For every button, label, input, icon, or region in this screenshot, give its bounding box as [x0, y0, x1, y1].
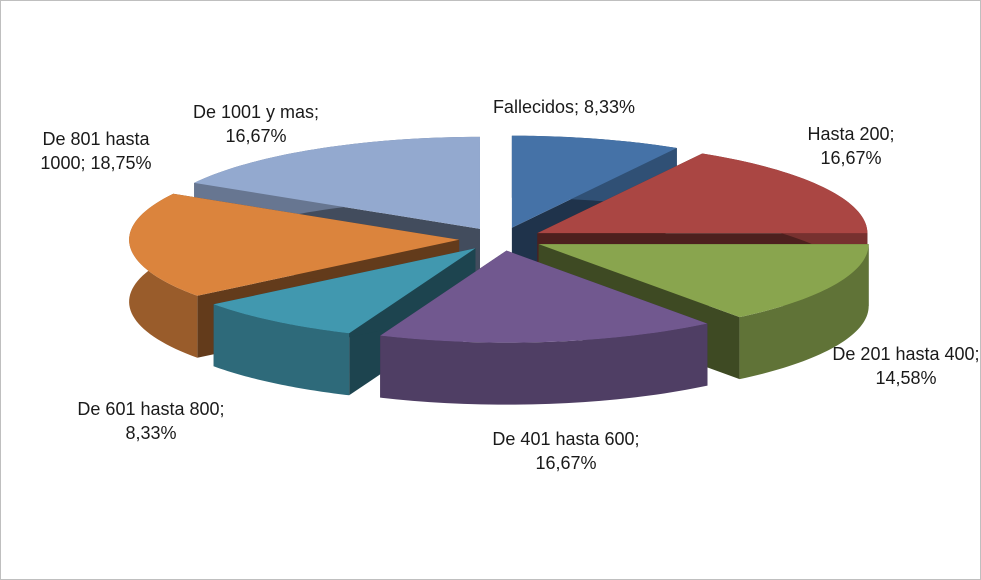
slice-top	[129, 193, 460, 296]
data-label: De 201 hasta 400; 14,58%	[831, 342, 981, 390]
label-category: Fallecidos	[492, 97, 574, 117]
slice	[380, 250, 708, 405]
slice	[538, 244, 869, 380]
slice-top	[380, 250, 708, 343]
data-label: De 801 hasta 1000; 18,75%	[21, 127, 171, 175]
label-category: De 401 hasta 600	[492, 429, 635, 449]
slice-wall	[380, 323, 708, 405]
label-separator: ;	[314, 102, 320, 122]
data-label: De 401 hasta 600; 16,67%	[491, 427, 641, 475]
label-value: 8,33%	[584, 97, 636, 117]
label-separator: ;	[80, 153, 86, 173]
slice-top	[537, 153, 868, 234]
data-label: De 1001 y mas; 16,67%	[181, 100, 331, 148]
slice-top	[213, 248, 476, 334]
label-value: 8,33%	[125, 423, 177, 443]
slice-wall	[739, 244, 869, 380]
slice-wall	[213, 304, 350, 396]
label-separator: ;	[634, 429, 640, 449]
data-label: De 601 hasta 800; 8,33%	[76, 397, 226, 445]
label-separator: ;	[889, 124, 895, 144]
label-category: De 601 hasta 800	[77, 399, 220, 419]
label-category: De 801 hasta 1000	[40, 129, 150, 173]
slice-top	[538, 244, 869, 318]
data-label: Hasta 200; 16,67%	[776, 122, 926, 170]
label-value: 16,67%	[535, 453, 597, 473]
label-category: Hasta 200	[807, 124, 890, 144]
label-category: De 201 hasta 400	[832, 344, 975, 364]
data-label: Fallecidos; 8,33%	[489, 95, 639, 119]
label-value: 16,67%	[820, 148, 882, 168]
label-separator: ;	[219, 399, 225, 419]
slice-top	[194, 136, 480, 229]
slice-top	[511, 135, 677, 228]
label-separator: ;	[974, 344, 980, 364]
label-value: 18,75%	[90, 153, 152, 173]
label-value: 16,67%	[225, 126, 287, 146]
label-separator: ;	[573, 97, 579, 117]
label-category: De 1001 y mas	[192, 102, 315, 122]
label-value: 14,58%	[875, 368, 937, 388]
